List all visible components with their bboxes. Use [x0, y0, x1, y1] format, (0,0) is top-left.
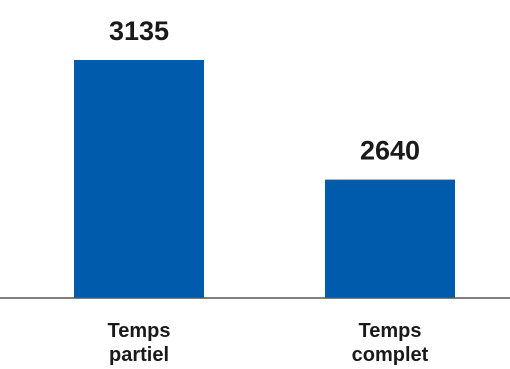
category-label-2-line-2: complet [352, 344, 429, 366]
data-label-1: 3135 [109, 16, 169, 46]
bars-layer [74, 60, 455, 298]
category-label-1-line-2: partiel [109, 344, 169, 366]
category-label-2-line-1: Temps [359, 320, 422, 342]
bar-2 [325, 180, 455, 298]
bar-1 [74, 60, 204, 298]
data-label-2: 2640 [360, 136, 420, 166]
category-label-1-line-1: Temps [108, 320, 171, 342]
